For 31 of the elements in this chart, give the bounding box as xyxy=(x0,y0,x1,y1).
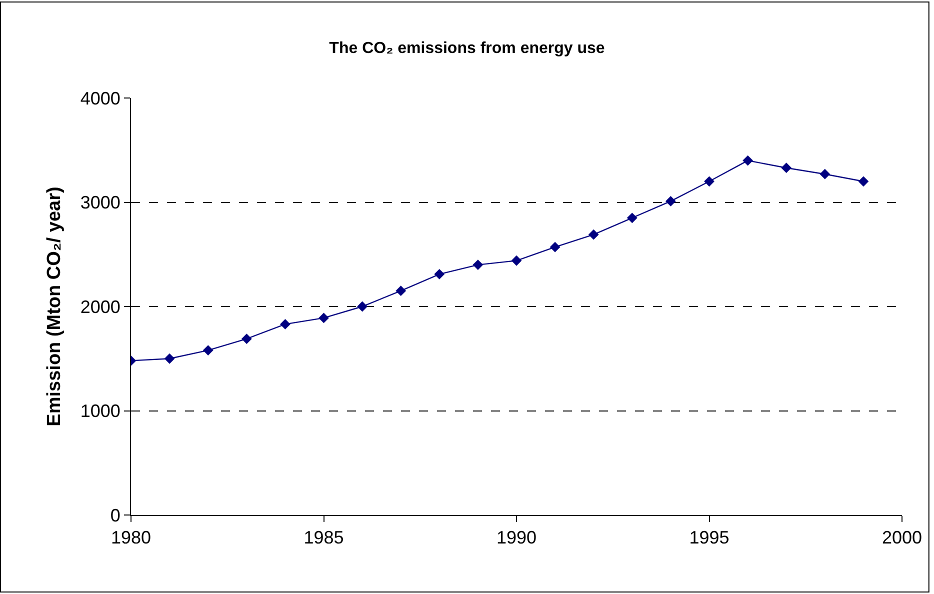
point xyxy=(742,155,753,166)
y-axis-title: Emission (Mton CO₂/ year) xyxy=(44,186,66,426)
point xyxy=(704,176,714,187)
point xyxy=(280,319,290,330)
y-tick-label: 4000 xyxy=(80,88,120,108)
point xyxy=(164,353,175,364)
point xyxy=(318,312,329,324)
point xyxy=(781,162,792,174)
point xyxy=(396,286,406,296)
point xyxy=(858,176,869,187)
point xyxy=(820,168,830,180)
point xyxy=(666,196,676,206)
y-tick-label: 2000 xyxy=(80,296,120,317)
x-tick-label: 2000 xyxy=(882,528,922,548)
point xyxy=(357,301,368,312)
point xyxy=(241,334,252,344)
x-tick-label: 1990 xyxy=(496,528,537,548)
x-tick-label: 1985 xyxy=(304,528,344,548)
point xyxy=(511,255,522,266)
y-tick-label: 0 xyxy=(110,505,120,526)
y-tick-label: 3000 xyxy=(80,192,120,213)
chart-title: The CO₂ emissions from energy use xyxy=(329,40,605,57)
point xyxy=(550,242,560,252)
y-tick-label: 1000 xyxy=(80,401,120,422)
point xyxy=(434,268,445,280)
x-tick-label: 1980 xyxy=(110,528,152,548)
x-tick-label: 1995 xyxy=(689,528,730,548)
point xyxy=(626,212,638,224)
point xyxy=(472,260,484,270)
point xyxy=(202,345,214,356)
point xyxy=(588,229,599,240)
